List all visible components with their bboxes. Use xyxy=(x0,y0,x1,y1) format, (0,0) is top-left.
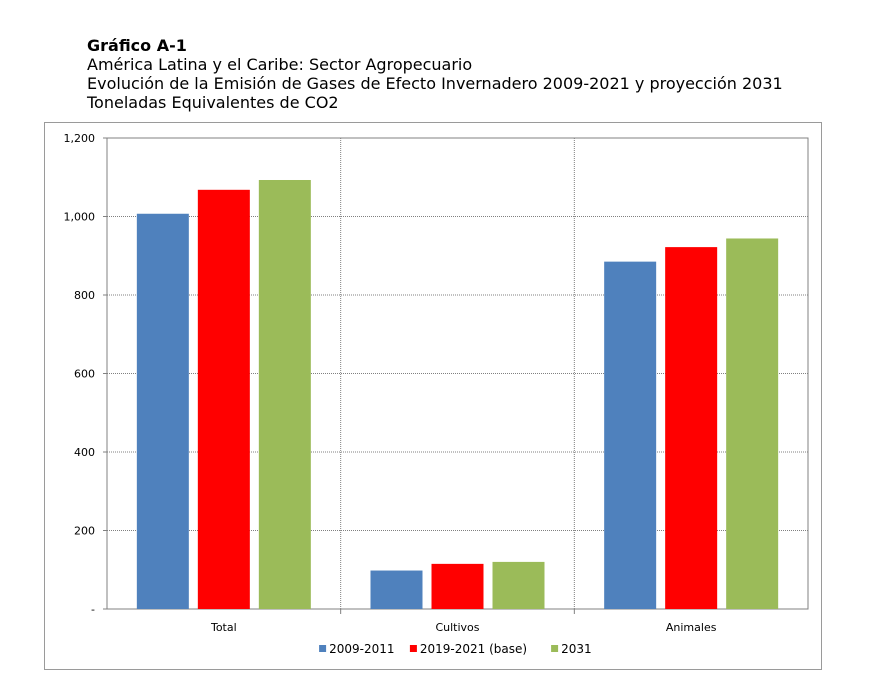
bar xyxy=(258,179,311,609)
chart-title: Gráfico A-1 xyxy=(87,36,187,55)
chart-subtitle-units: Toneladas Equivalentes de CO2 xyxy=(87,93,339,112)
chart-heading: Gráfico A-1 América Latina y el Caribe: … xyxy=(87,36,783,112)
bar xyxy=(370,570,423,609)
bar xyxy=(726,238,779,610)
legend-swatch xyxy=(551,645,559,652)
x-tick-label: Cultivos xyxy=(435,621,479,634)
legend-label: 2009-2011 xyxy=(329,642,394,656)
legend-swatch xyxy=(409,645,417,652)
y-tick-label: - xyxy=(91,603,95,616)
y-tick-label: 200 xyxy=(74,525,95,538)
y-tick-label: 400 xyxy=(74,446,95,459)
x-tick-label: Animales xyxy=(666,621,717,634)
chart-subtitle-region: América Latina y el Caribe: Sector Agrop… xyxy=(87,55,473,74)
chart-subtitle-description: Evolución de la Emisión de Gases de Efec… xyxy=(87,74,783,93)
legend-label: 2031 xyxy=(561,642,592,656)
y-tick-label: 1,200 xyxy=(64,132,96,145)
x-tick-label: Total xyxy=(210,621,237,634)
y-tick-label: 600 xyxy=(74,368,95,381)
legend-swatch xyxy=(319,645,327,652)
y-tick-label: 800 xyxy=(74,289,95,302)
y-tick-label: 1,000 xyxy=(64,211,96,224)
bar xyxy=(136,213,189,609)
chart-frame xyxy=(44,122,822,670)
bar xyxy=(492,561,545,609)
bar xyxy=(197,189,250,609)
legend-label: 2019-2021 (base) xyxy=(420,642,527,656)
bar xyxy=(431,563,484,609)
bar xyxy=(665,247,718,610)
bar xyxy=(604,261,657,609)
